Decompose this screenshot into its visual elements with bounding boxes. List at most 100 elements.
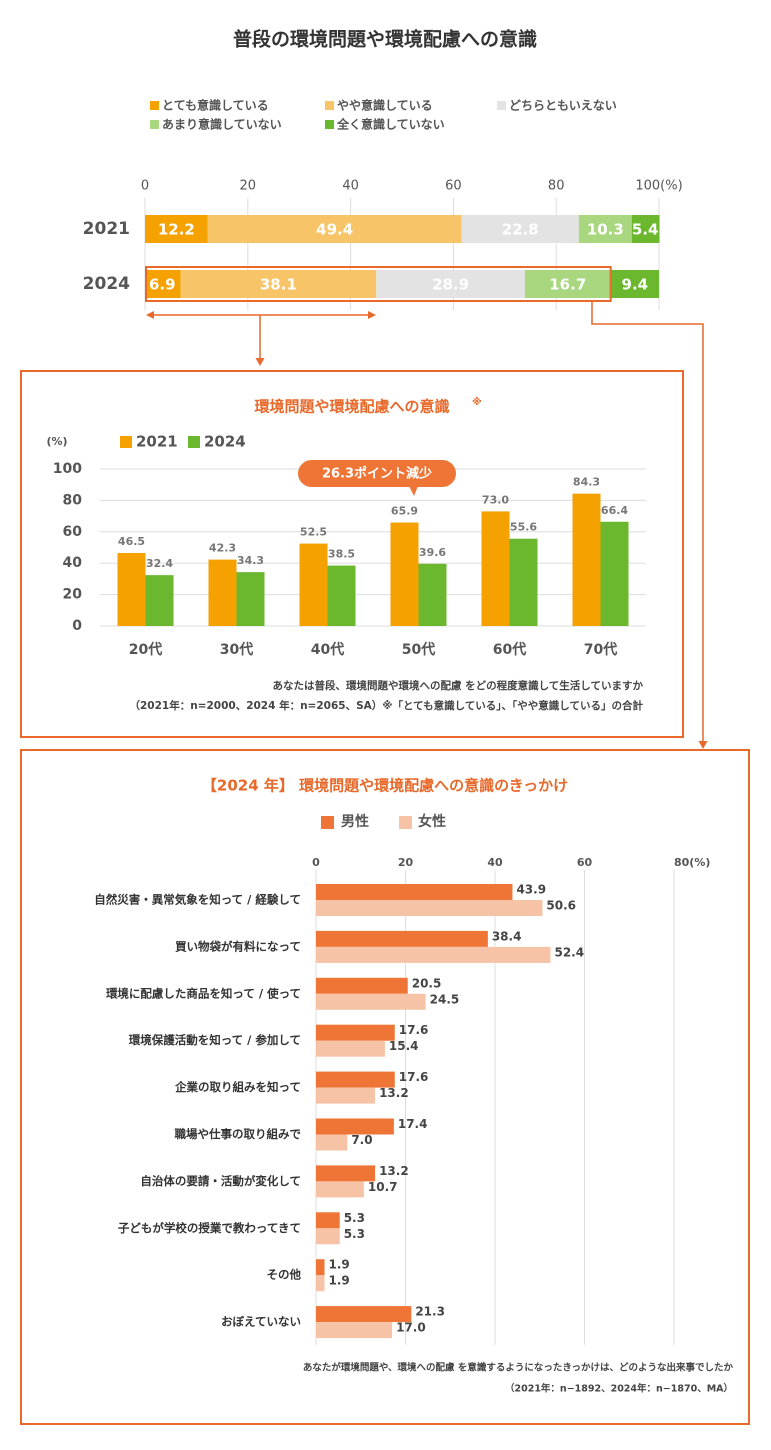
age-note-question: あなたは普段、環境問題や環境への配慮 をどの程度意識して生活していますか	[272, 679, 643, 692]
stack-value-label: 9.4	[622, 276, 649, 294]
stack-value-label: 22.8	[502, 221, 539, 239]
age-value-label: 52.5	[300, 526, 327, 539]
stack-value-label: 6.9	[149, 276, 176, 294]
age-xtick-label: 40代	[311, 641, 344, 658]
stack-xtick-label: 40	[342, 179, 359, 194]
age-legend-label-2024: 2024	[204, 433, 246, 451]
callout-text: 26.3ポイント減少	[322, 466, 432, 482]
trigger-value-label: 17.6	[399, 1070, 429, 1084]
age-value-label: 34.3	[237, 554, 264, 567]
trigger-value-label: 17.4	[398, 1117, 428, 1131]
trigger-legend-label-female: 女性	[418, 813, 446, 830]
legend-label-1: とても意識している	[162, 98, 269, 113]
trigger-bar-9-女性	[316, 1275, 325, 1292]
trigger-xtick-label: 20	[398, 856, 414, 869]
trigger-value-label: 21.3	[415, 1305, 445, 1319]
trigger-value-label: 13.2	[379, 1164, 409, 1178]
stack-xtick-label: 0	[141, 179, 149, 194]
age-legend-label-2021: 2021	[136, 433, 178, 451]
trigger-bar-5-男性	[316, 1071, 395, 1088]
stack-row-label: 2024	[83, 274, 130, 294]
trigger-value-label: 52.4	[554, 945, 584, 959]
callout-bubble	[298, 460, 456, 487]
trigger-bar-3-女性	[316, 993, 426, 1010]
age-legend-swatch-2024	[188, 436, 200, 448]
trigger-value-label: 43.9	[516, 883, 546, 897]
age-ytick-label: 0	[72, 618, 82, 634]
age-legend-swatch-2021	[120, 436, 132, 448]
trigger-value-label: 5.3	[344, 1227, 365, 1241]
age-ytick-label: 60	[63, 524, 83, 540]
trigger-category-label: その他	[267, 1268, 302, 1282]
age-value-label: 46.5	[118, 535, 145, 548]
trigger-category-label: 企業の取り組みを知って	[174, 1080, 301, 1094]
trigger-xtick-label: 0	[312, 856, 320, 869]
trigger-value-label: 17.6	[399, 1023, 429, 1037]
trigger-note-question: あなたが環境問題や、環境への配慮 を意識するようになったきっかけは、どのような出…	[303, 1362, 734, 1374]
stack-bar-2024-3	[376, 270, 525, 298]
stack-xtick-label: 20	[240, 179, 257, 194]
age-bar-70代-2024	[600, 521, 629, 626]
trigger-legend-swatch-male	[321, 816, 334, 829]
age-xtick-label: 70代	[584, 641, 617, 658]
stack-value-label: 5.4	[632, 221, 659, 239]
trigger-bar-7-女性	[316, 1181, 364, 1198]
age-value-label: 66.4	[601, 504, 628, 517]
trigger-xtick-label: 80(%)	[674, 856, 710, 869]
stack-xtick-label: 100(%)	[635, 179, 682, 194]
range-arrow-left	[146, 311, 154, 319]
age-ytick-label: 100	[53, 461, 82, 477]
age-bar-60代-2021	[481, 511, 510, 626]
connector-right-arrowhead	[698, 741, 708, 749]
age-ylabel: (%)	[46, 435, 67, 448]
legend-swatch-5	[325, 120, 334, 129]
trigger-value-label: 24.5	[430, 992, 460, 1006]
age-value-label: 42.3	[209, 542, 236, 555]
trigger-chart-title: 【2024 年】 環境問題や環境配慮への意識のきっかけ	[202, 777, 568, 795]
trigger-value-label: 5.3	[344, 1211, 365, 1225]
trigger-value-label: 38.4	[492, 929, 522, 943]
highlight-frame-2024	[145, 266, 612, 302]
legend-swatch-1	[150, 101, 159, 110]
age-value-label: 32.4	[146, 557, 173, 570]
legend-swatch-4	[150, 120, 159, 129]
trigger-value-label: 10.7	[368, 1180, 398, 1194]
trigger-bar-5-女性	[316, 1087, 376, 1104]
trigger-category-label: 環境保護活動を知って / 参加して	[129, 1033, 301, 1047]
stack-bar-2021-5	[631, 215, 660, 243]
trigger-bar-2-男性	[316, 930, 488, 947]
trigger-note-sample: （2021年：n−1892、2024年：n−1870、MA）	[505, 1383, 733, 1395]
age-value-label: 55.6	[510, 521, 537, 534]
stack-value-label: 28.9	[432, 276, 469, 294]
age-bar-40代-2021	[299, 543, 328, 626]
stack-bar-2024-5	[610, 270, 659, 298]
age-xtick-label: 30代	[220, 641, 253, 658]
trigger-category-label: 環境に配慮した商品を知って / 使って	[106, 986, 301, 1000]
age-bar-50代-2021	[390, 522, 419, 626]
trigger-category-label: 買い物袋が有料になって	[175, 939, 301, 953]
age-value-label: 39.6	[419, 546, 446, 559]
trigger-value-label: 13.2	[379, 1086, 409, 1100]
age-ytick-label: 20	[63, 587, 83, 603]
age-xtick-label: 50代	[402, 641, 435, 658]
stack-bar-2024-4	[524, 270, 611, 298]
trigger-bar-4-女性	[316, 1040, 385, 1057]
trigger-category-label: 自治体の要請・活動が変化して	[140, 1174, 301, 1188]
trigger-category-label: 職場や仕事の取り組みで	[175, 1127, 302, 1141]
age-bar-20代-2024	[145, 575, 174, 626]
trigger-bar-10-男性	[316, 1306, 412, 1323]
stack-value-label: 10.3	[587, 221, 624, 239]
legend-label-2: やや意識している	[337, 98, 433, 113]
trigger-category-label: 子どもが学校の授業で教わってきて	[118, 1221, 301, 1235]
stack-bar-2021-3	[461, 215, 579, 243]
trigger-bar-10-女性	[316, 1322, 393, 1339]
trigger-category-label: おぼえていない	[221, 1315, 301, 1329]
stack-bar-2021-1	[145, 215, 208, 243]
age-xtick-label: 60代	[493, 641, 526, 658]
legend-label-3: どちらともいえない	[509, 99, 617, 113]
trigger-bar-2-女性	[316, 946, 551, 963]
trigger-bar-6-女性	[316, 1134, 348, 1151]
stack-value-label: 16.7	[549, 276, 586, 294]
stack-bar-2021-2	[207, 215, 462, 243]
